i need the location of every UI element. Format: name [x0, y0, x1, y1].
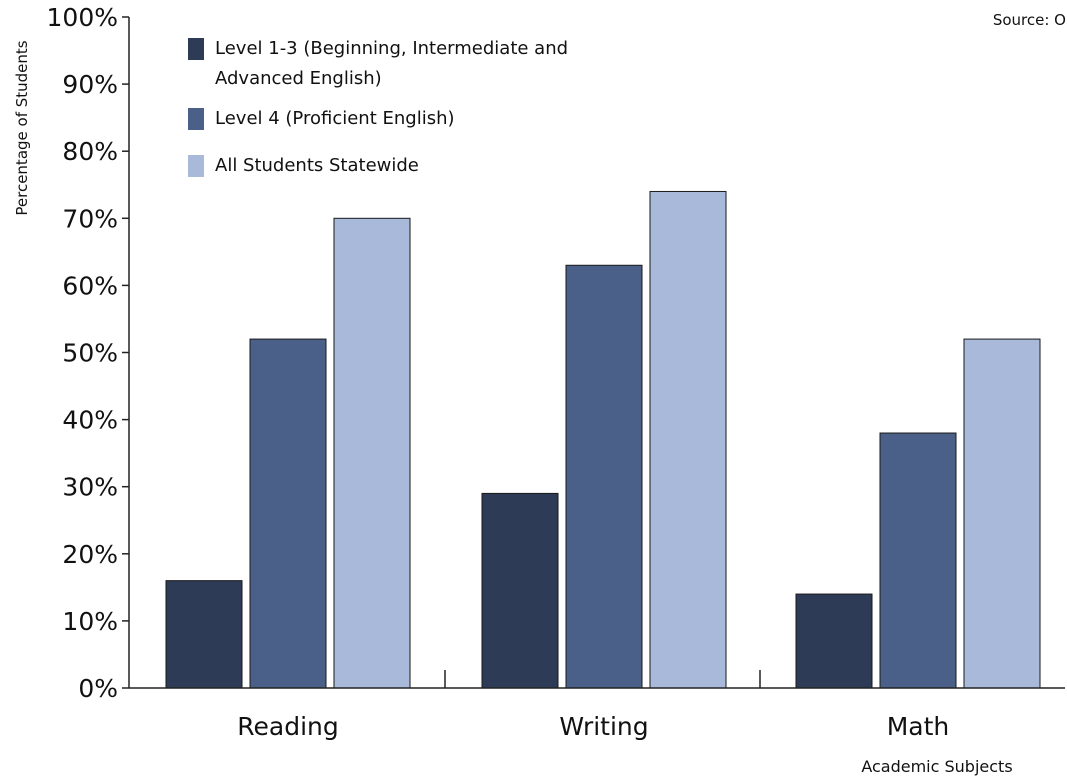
y-tick-label: 100% — [47, 3, 118, 32]
y-tick-label: 30% — [62, 473, 118, 502]
source-note: Source: O — [993, 11, 1066, 29]
y-tick-label: 20% — [62, 540, 118, 569]
bar — [481, 492, 559, 689]
bar — [333, 217, 411, 689]
y-tick-label: 90% — [62, 70, 118, 99]
x-axis-category-labels: Reading Writing Math — [237, 712, 949, 741]
legend-label: All Students Statewide — [215, 155, 419, 176]
x-category-label: Writing — [559, 712, 648, 741]
y-axis-title: Percentage of Students — [13, 40, 31, 215]
bar — [649, 190, 727, 689]
bar — [795, 593, 873, 689]
x-category-label: Reading — [237, 712, 338, 741]
y-tick-label: 0% — [78, 674, 118, 703]
bars-group — [165, 190, 1041, 689]
y-tick-label: 50% — [62, 339, 118, 368]
x-category-label: Math — [887, 712, 950, 741]
legend-label: Level 4 (Proficient English) — [215, 108, 455, 129]
legend-label: Level 1-3 (Beginning, Intermediate and Ad… — [215, 38, 568, 89]
bar — [879, 432, 957, 689]
legend-swatch — [188, 38, 204, 60]
bar — [565, 264, 643, 689]
bar — [249, 338, 327, 689]
legend-swatch — [188, 108, 204, 130]
y-axis-ticks: 0% 10% 20% 30% 40% 50% 60% 70% 80% 90% 100% — [47, 3, 129, 703]
bar — [165, 580, 243, 689]
y-tick-label: 80% — [62, 137, 118, 166]
legend-swatch — [188, 155, 204, 177]
bar — [963, 338, 1041, 689]
y-tick-label: 10% — [62, 607, 118, 636]
x-axis-dividers — [444, 670, 761, 688]
legend: Level 1-3 (Beginning, Intermediate and Ad… — [188, 38, 568, 177]
y-tick-label: 70% — [62, 204, 118, 233]
y-tick-label: 60% — [62, 271, 118, 300]
y-tick-label: 40% — [62, 406, 118, 435]
x-axis-title: Academic Subjects — [861, 757, 1012, 776]
